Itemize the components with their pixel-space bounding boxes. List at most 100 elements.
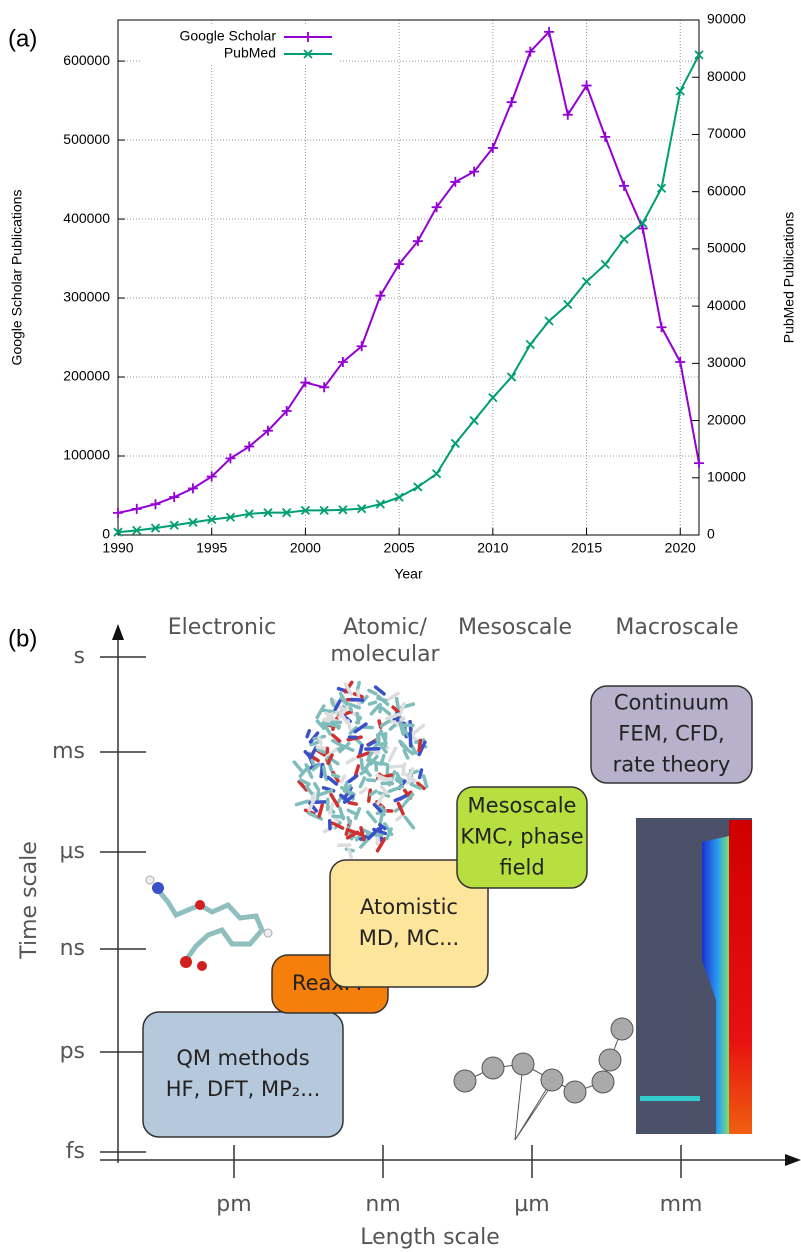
protein-bond <box>329 697 336 707</box>
point-marker <box>619 234 629 244</box>
protein-bond <box>379 753 386 766</box>
protein-bond <box>375 732 382 743</box>
protein-bond <box>330 738 342 747</box>
protein-bond <box>394 696 401 711</box>
x-tick-label: 1995 <box>196 540 227 556</box>
y-tick-label: 500000 <box>63 131 110 147</box>
protein-bond <box>343 784 353 794</box>
protein-bond <box>416 781 426 791</box>
point-marker <box>225 512 236 522</box>
point-marker <box>469 415 479 426</box>
protein-bond <box>317 803 324 819</box>
method-box <box>142 1011 344 1138</box>
protein-bond <box>358 776 367 789</box>
protein-bond <box>379 784 389 795</box>
y2-tick-label: 0 <box>707 526 715 542</box>
y-axis-title: Time scale <box>17 841 42 960</box>
protein-bond <box>339 774 347 784</box>
x-axis-title: Year <box>394 566 423 582</box>
point-marker <box>488 393 498 403</box>
y-tick-label: 300000 <box>63 289 110 305</box>
y2-tick-label: 40000 <box>707 297 746 313</box>
y-tick-label: 200000 <box>63 368 110 384</box>
protein-bond <box>379 719 391 728</box>
column-header: molecular <box>330 642 440 667</box>
protein-bond <box>324 721 342 729</box>
box-text: Continuum <box>614 691 729 715</box>
protein-bond <box>318 788 334 797</box>
protein-bond <box>356 751 370 759</box>
y-axis-title: Google Scholar Publications <box>9 190 25 366</box>
protein-bond <box>402 748 410 760</box>
protein-bond <box>417 768 424 780</box>
protein-bond <box>305 729 312 739</box>
protein-bond <box>359 757 365 771</box>
protein-bond <box>375 837 387 853</box>
protein-bond <box>338 741 351 754</box>
point-marker <box>431 202 442 213</box>
point-marker <box>562 109 573 120</box>
box-text: MD, MC... <box>359 926 459 950</box>
x-axis-arrow <box>785 1154 801 1166</box>
protein-bond <box>331 733 342 743</box>
box-text: FEM, CFD, <box>618 722 724 746</box>
protein-bond <box>378 813 384 826</box>
protein-bond <box>321 765 328 779</box>
protein-bond <box>346 808 359 816</box>
protein-bond <box>393 794 408 803</box>
panel-label: (a) <box>8 25 37 52</box>
protein-bond <box>330 821 345 830</box>
x-tick-label: 2000 <box>290 540 321 556</box>
point-marker <box>450 176 461 187</box>
legend-label: PubMed <box>224 45 276 61</box>
protein-image <box>292 680 429 859</box>
y2-tick-label: 30000 <box>707 354 746 370</box>
protein-bond <box>367 688 378 696</box>
point-marker <box>150 523 161 533</box>
protein-bond <box>339 793 351 803</box>
point-marker <box>207 514 217 525</box>
protein-bond <box>338 691 346 701</box>
protein-bond <box>368 789 378 797</box>
point-marker <box>694 458 704 469</box>
x-tick-label: 2005 <box>384 540 415 556</box>
y-tick-label: ps <box>60 1039 85 1064</box>
protein-bond <box>366 810 378 824</box>
protein-bond <box>384 712 402 721</box>
point-marker <box>131 503 142 514</box>
point-marker <box>581 80 592 91</box>
method-box <box>590 685 753 784</box>
y2-tick-label: 70000 <box>707 125 746 141</box>
bead-chain-image <box>453 1017 634 1141</box>
point-marker <box>262 425 273 436</box>
protein-bond <box>315 719 326 730</box>
protein-bond <box>327 801 335 815</box>
point-marker <box>356 341 367 352</box>
protein-bond <box>359 826 366 842</box>
cfd-field <box>729 820 752 1134</box>
column-header: Electronic <box>168 615 276 640</box>
point-marker <box>338 505 348 515</box>
protein-bond <box>376 696 388 703</box>
box-text: field <box>499 856 544 880</box>
column-header: Macroscale <box>615 615 738 640</box>
point-marker <box>319 382 330 393</box>
point-marker <box>282 508 292 518</box>
protein-bond <box>358 743 364 757</box>
protein-bond <box>347 774 359 784</box>
y2-tick-label: 80000 <box>707 68 746 84</box>
y-tick-label: ms <box>52 739 85 764</box>
protein-bond <box>366 778 377 783</box>
point-marker <box>413 482 423 492</box>
diagram: s ms µs ns ps fs pm nm µm mm Length scale Time scal… <box>17 615 801 1250</box>
protein-bond <box>353 807 362 820</box>
protein-bond <box>411 723 426 736</box>
protein-bond <box>341 697 354 712</box>
box-text: KMC, phase <box>460 825 583 849</box>
protein-bond <box>317 735 323 746</box>
protein-bond <box>326 775 339 786</box>
y-tick-label: fs <box>66 1139 85 1164</box>
protein-bond <box>354 716 363 725</box>
point-marker <box>638 218 648 228</box>
